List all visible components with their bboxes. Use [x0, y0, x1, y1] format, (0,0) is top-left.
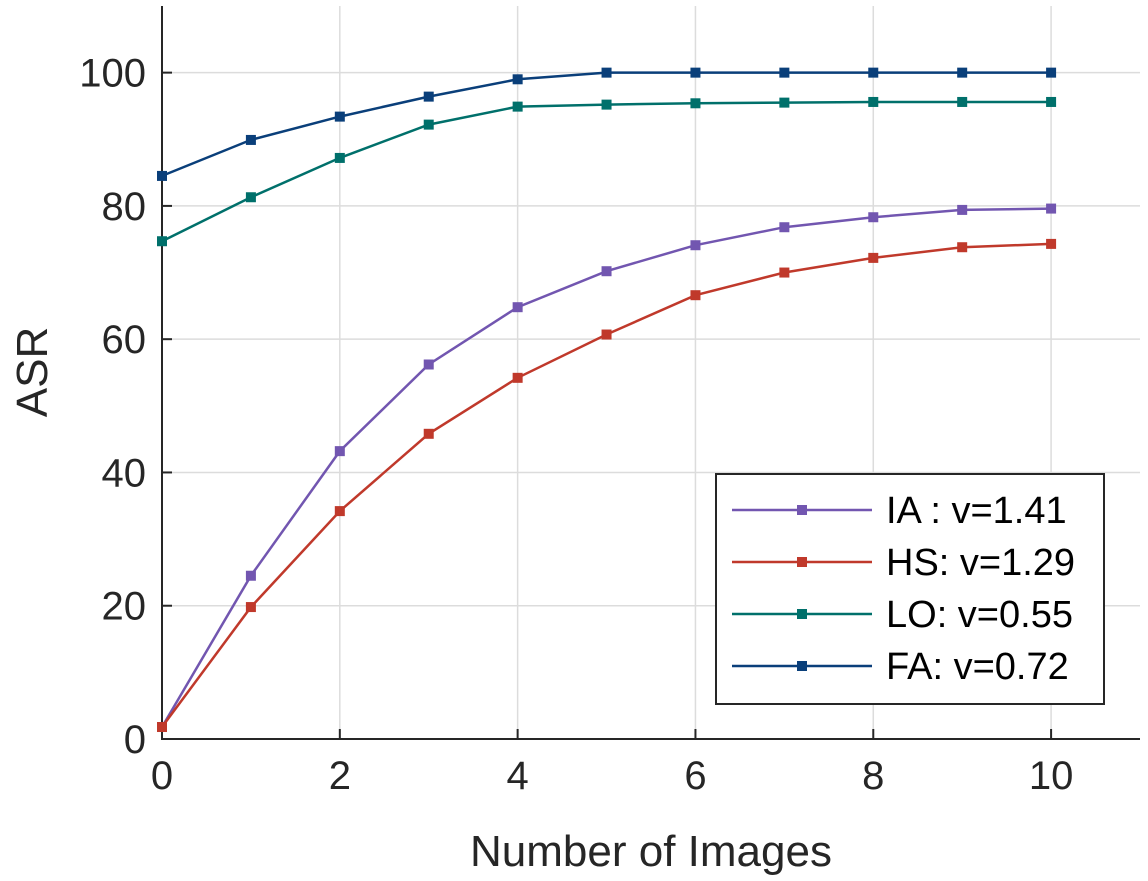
- y-tick-label: 60: [102, 318, 147, 362]
- data-point: [690, 290, 701, 301]
- data-point: [157, 236, 167, 247]
- data-point: [245, 134, 256, 145]
- y-axis-label: ASR: [8, 327, 57, 417]
- data-point: [512, 302, 523, 313]
- data-point: [957, 96, 968, 107]
- data-point: [1046, 67, 1057, 78]
- series-line: [161, 71, 1052, 178]
- x-tick-label: 2: [329, 754, 351, 798]
- legend-entry: FA: v=0.72: [732, 646, 1069, 688]
- data-point: [334, 111, 345, 122]
- data-point: [601, 67, 612, 78]
- data-point: [690, 240, 701, 251]
- data-point: [1046, 238, 1057, 249]
- data-point: [423, 428, 434, 439]
- data-point: [423, 91, 434, 102]
- y-tick-label: 80: [102, 185, 147, 229]
- series-3: [157, 67, 1057, 181]
- legend-swatch-marker: [797, 661, 807, 671]
- legend-swatch-marker: [797, 557, 807, 567]
- data-point: [690, 98, 701, 109]
- data-point: [245, 602, 256, 613]
- data-point: [1046, 96, 1057, 107]
- legend-label: IA : v=1.41: [886, 490, 1067, 532]
- y-tick-label: 100: [79, 52, 146, 96]
- series-2: [157, 96, 1057, 247]
- data-point: [779, 67, 790, 78]
- axes: [161, 6, 1140, 740]
- series-1: [157, 238, 1057, 733]
- data-point: [1046, 203, 1057, 214]
- data-point: [157, 170, 167, 181]
- x-axis-label: Number of Images: [470, 827, 832, 876]
- legend-swatch-marker: [797, 609, 807, 619]
- series-line: [161, 100, 1052, 243]
- data-point: [334, 446, 345, 457]
- data-point: [957, 204, 968, 215]
- x-tick-label: 4: [507, 754, 529, 798]
- data-point: [245, 570, 256, 581]
- data-point: [157, 722, 167, 733]
- data-point: [423, 119, 434, 130]
- data-point: [779, 222, 790, 233]
- x-tick-label: 8: [862, 754, 884, 798]
- data-point: [512, 74, 523, 85]
- data-point: [601, 329, 612, 340]
- data-point: [423, 359, 434, 370]
- data-point: [601, 266, 612, 277]
- data-point: [512, 372, 523, 383]
- legend-entry: IA : v=1.41: [732, 490, 1067, 532]
- legend: IA : v=1.41 HS: v=1.29 LO: v=0.55 FA: v=0.7…: [715, 473, 1105, 705]
- y-tick-label: 40: [102, 451, 147, 495]
- data-point: [957, 67, 968, 78]
- series-group: [157, 67, 1057, 733]
- legend-label: HS: v=1.29: [886, 542, 1075, 584]
- data-point: [868, 67, 879, 78]
- data-point: [779, 267, 790, 278]
- data-point: [334, 152, 345, 163]
- data-point: [245, 192, 256, 203]
- data-point: [868, 212, 879, 223]
- legend-label: LO: v=0.55: [886, 594, 1073, 636]
- legend-label: FA: v=0.72: [886, 646, 1069, 688]
- data-point: [868, 96, 879, 107]
- data-point: [868, 252, 879, 263]
- legend-entry: LO: v=0.55: [732, 594, 1073, 636]
- data-point: [690, 67, 701, 78]
- data-point: [779, 97, 790, 108]
- x-tick-label: 10: [1029, 754, 1074, 798]
- data-point: [957, 242, 968, 253]
- data-point: [334, 506, 345, 517]
- x-tick-label: 6: [684, 754, 706, 798]
- x-tick-label: 0: [151, 754, 173, 798]
- legend-swatch-marker: [797, 505, 807, 515]
- data-point: [601, 99, 612, 110]
- legend-entry: HS: v=1.29: [732, 542, 1075, 584]
- data-point: [512, 101, 523, 112]
- y-tick-label: 20: [102, 585, 147, 629]
- y-tick-label: 0: [124, 718, 146, 762]
